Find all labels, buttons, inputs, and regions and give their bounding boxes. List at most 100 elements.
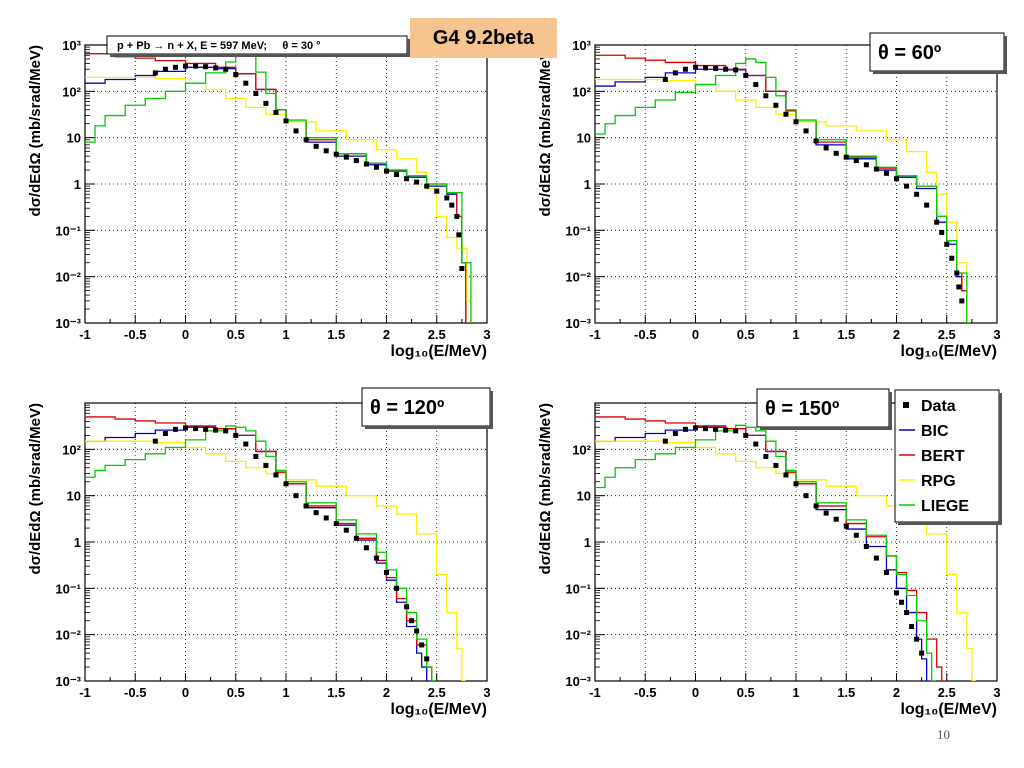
data-point <box>662 77 668 83</box>
data-point <box>924 202 930 208</box>
data-point <box>223 66 229 72</box>
title-box-shadow <box>407 39 410 57</box>
x-tick-label: 0 <box>182 685 189 700</box>
x-tick-label: -0.5 <box>634 685 656 700</box>
data-point <box>863 543 869 549</box>
y-tick-label: 10² <box>62 442 81 457</box>
data-point <box>909 624 915 630</box>
x-tick-label: 1.5 <box>837 685 855 700</box>
data-point <box>954 270 960 276</box>
data-point <box>333 151 339 157</box>
data-point <box>803 128 809 134</box>
chart-title: θ = 120º <box>370 397 444 419</box>
title-box <box>361 387 491 427</box>
data-point <box>183 425 188 431</box>
data-point <box>253 454 259 460</box>
title-box-shadow <box>365 426 493 429</box>
data-point <box>283 481 289 487</box>
data-point <box>243 80 249 86</box>
data-point <box>899 599 905 605</box>
data-point <box>449 202 455 208</box>
y-tick-label: 10³ <box>572 38 591 53</box>
y-tick-label: 10⁻¹ <box>565 223 591 238</box>
data-point <box>152 438 158 444</box>
data-point <box>753 441 759 447</box>
series-line-rpg <box>85 76 472 323</box>
title-box-shadow <box>490 391 493 429</box>
data-point <box>843 154 849 160</box>
chart-title: θ = 60º <box>878 42 941 64</box>
x-tick-label: 2 <box>893 327 900 342</box>
data-point <box>152 70 158 76</box>
data-point <box>723 66 729 72</box>
data-point <box>873 166 879 172</box>
data-point <box>894 590 899 596</box>
y-tick-label: 1 <box>74 535 81 550</box>
data-point <box>813 138 819 144</box>
x-tick-label: 2.5 <box>938 327 956 342</box>
y-tick-label: 10² <box>572 442 591 457</box>
data-point <box>353 158 359 164</box>
data-point <box>384 168 389 174</box>
x-tick-label: -1 <box>79 685 91 700</box>
data-point <box>203 426 209 432</box>
data-point <box>833 150 839 156</box>
data-point <box>813 503 819 509</box>
data-point <box>363 545 369 551</box>
x-axis-label: log₁₀(E/MeV) <box>391 701 488 718</box>
x-tick-label: 3 <box>993 685 1000 700</box>
data-point <box>853 158 859 164</box>
title-box-shadow <box>889 392 892 430</box>
x-tick-label: 2 <box>893 685 900 700</box>
data-point <box>894 176 899 182</box>
legend-label-bert: BERT <box>921 448 965 465</box>
x-axis-label: log₁₀(E/MeV) <box>901 701 998 718</box>
data-point <box>263 462 269 468</box>
data-point <box>419 642 425 648</box>
series-line-rpg <box>85 440 466 681</box>
y-tick-label: 10 <box>577 131 591 146</box>
x-tick-label: 0.5 <box>737 327 755 342</box>
data-point <box>853 532 859 538</box>
data-point <box>456 232 462 238</box>
data-point <box>753 82 759 88</box>
y-tick-label: 10² <box>62 84 81 99</box>
data-point <box>223 428 229 434</box>
data-point <box>883 170 889 176</box>
data-point <box>863 162 869 168</box>
data-point <box>743 432 749 438</box>
data-point <box>384 569 389 575</box>
data-point <box>773 102 779 108</box>
legend-shadow <box>898 522 1002 525</box>
x-tick-label: -0.5 <box>124 685 146 700</box>
y-axis-label: dσ/dEdΩ (mb/srad/MeV) <box>537 403 554 574</box>
legend-label-bic: BIC <box>921 423 949 440</box>
data-point <box>733 428 739 434</box>
chart-title: p + Pb → n + X, E = 597 MeV; θ = 30 ° <box>117 40 321 52</box>
y-tick-label: 10³ <box>62 38 81 53</box>
data-point <box>783 472 789 478</box>
series-line-liege <box>85 425 436 681</box>
series-line-liege <box>595 58 971 323</box>
data-point <box>373 164 379 170</box>
data-point <box>693 425 698 431</box>
x-tick-label: 0.5 <box>227 327 245 342</box>
data-point <box>414 179 420 185</box>
data-point <box>793 119 799 125</box>
data-point <box>172 64 178 70</box>
data-point <box>803 493 809 499</box>
y-tick-label: 10 <box>577 489 591 504</box>
legend-label-data: Data <box>921 398 956 415</box>
data-point <box>703 426 709 432</box>
legend: Data BIC BERT RPG LIEGE <box>894 389 1002 525</box>
data-point <box>172 426 178 432</box>
data-point <box>343 154 349 160</box>
data-point <box>233 432 239 438</box>
data-point <box>162 430 168 436</box>
x-tick-label: 0.5 <box>737 685 755 700</box>
data-point <box>773 462 779 468</box>
y-tick-label: 10⁻³ <box>565 674 591 689</box>
x-tick-label: 2.5 <box>938 685 956 700</box>
data-point <box>743 72 749 78</box>
data-point <box>914 191 920 197</box>
